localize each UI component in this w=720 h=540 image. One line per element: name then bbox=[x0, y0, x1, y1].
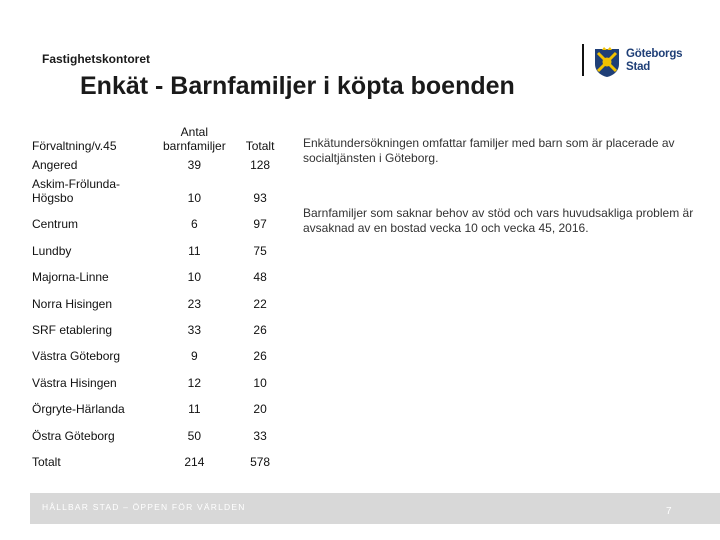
district-cell: Östra Göteborg bbox=[32, 428, 115, 443]
city-crest-icon bbox=[595, 47, 619, 77]
logo-divider bbox=[582, 44, 584, 76]
description-paragraph-1: Enkätundersökningen omfattar familjer me… bbox=[303, 136, 675, 165]
department-label: Fastighetskontoret bbox=[42, 52, 151, 66]
district-cell: Askim-Frölunda-Högsbo bbox=[32, 177, 121, 205]
total-cell: 26 bbox=[253, 322, 267, 337]
table-row: Norra Hisingen 23 22 bbox=[31, 284, 281, 311]
table-row: Västra Göteborg 9 26 bbox=[31, 337, 281, 363]
total-cell: 10 bbox=[253, 375, 267, 390]
total-cell: 578 bbox=[250, 454, 271, 469]
table-total-row: Totalt 214 578 bbox=[31, 443, 281, 469]
families-cell: 10 bbox=[187, 191, 202, 205]
description-paragraph-2: Barnfamiljer som saknar behov av stöd oc… bbox=[303, 206, 694, 235]
district-cell: Centrum bbox=[32, 217, 79, 232]
table-row: Örgryte-Härlanda 11 20 bbox=[31, 390, 281, 416]
families-cell: 23 bbox=[187, 296, 202, 311]
logo-text: Göteborgs Stad bbox=[626, 48, 683, 74]
families-table: Förvaltning/v.45 Antal barnfamiljer Tota… bbox=[31, 119, 281, 469]
table-row: Angered 39 128 bbox=[31, 153, 281, 172]
district-cell: Totalt bbox=[32, 454, 61, 469]
district-cell: Västra Hisingen bbox=[32, 375, 117, 390]
families-cell: 11 bbox=[188, 243, 201, 258]
families-cell: 12 bbox=[187, 375, 202, 390]
total-cell: 97 bbox=[253, 217, 267, 232]
district-cell: Lundby bbox=[32, 243, 72, 258]
district-cell: Majorna-Linne bbox=[32, 270, 109, 285]
table-row: SRF etablering 33 26 bbox=[31, 311, 281, 337]
logo-text-line2: Stad bbox=[626, 61, 651, 73]
district-cell: Örgryte-Härlanda bbox=[32, 402, 125, 417]
families-cell: 33 bbox=[187, 322, 202, 337]
table-row: Östra Göteborg 50 33 bbox=[31, 416, 281, 443]
table-row: Lundby 11 75 bbox=[31, 231, 281, 258]
table-row: Västra Hisingen 12 10 bbox=[31, 363, 281, 390]
total-cell: 48 bbox=[253, 270, 267, 285]
total-cell: 75 bbox=[253, 243, 267, 258]
families-cell: 214 bbox=[184, 454, 205, 469]
page-title: Enkät - Barnfamiljer i köpta boenden bbox=[80, 72, 515, 100]
header-district: Förvaltning/v.45 bbox=[32, 139, 117, 153]
total-cell: 128 bbox=[250, 158, 271, 172]
footer-bar: HÅLLBAR STAD – ÖPPEN FÖR VÄRLDEN bbox=[30, 493, 720, 524]
logo-text-line1: Göteborgs bbox=[626, 48, 683, 60]
district-cell: Västra Göteborg bbox=[32, 349, 121, 364]
district-cell: Angered bbox=[32, 158, 78, 172]
families-cell: 9 bbox=[191, 349, 198, 364]
goteborgs-stad-logo: Göteborgs Stad bbox=[593, 46, 693, 78]
table-row: Askim-Frölunda-Högsbo 10 93 bbox=[31, 172, 281, 205]
table-header-row: Förvaltning/v.45 Antal barnfamiljer Tota… bbox=[31, 119, 281, 153]
families-cell: 11 bbox=[188, 402, 201, 417]
families-cell: 39 bbox=[187, 158, 202, 172]
total-cell: 26 bbox=[253, 349, 267, 364]
total-cell: 93 bbox=[253, 191, 267, 205]
page-number: 7 bbox=[666, 506, 672, 517]
families-cell: 6 bbox=[191, 217, 198, 232]
families-cell: 10 bbox=[187, 270, 202, 285]
table-row: Majorna-Linne 10 48 bbox=[31, 258, 281, 284]
district-cell: Norra Hisingen bbox=[32, 296, 113, 311]
total-cell: 20 bbox=[253, 402, 267, 417]
header-families: Antal barnfamiljer bbox=[163, 125, 226, 153]
district-cell: SRF etablering bbox=[32, 322, 113, 337]
families-cell: 50 bbox=[187, 428, 202, 443]
table-row: Centrum 6 97 bbox=[31, 205, 281, 231]
header-total: Totalt bbox=[245, 139, 275, 153]
total-cell: 22 bbox=[253, 296, 267, 311]
total-cell: 33 bbox=[253, 428, 267, 443]
footer-slogan: HÅLLBAR STAD – ÖPPEN FÖR VÄRLDEN bbox=[42, 502, 246, 512]
